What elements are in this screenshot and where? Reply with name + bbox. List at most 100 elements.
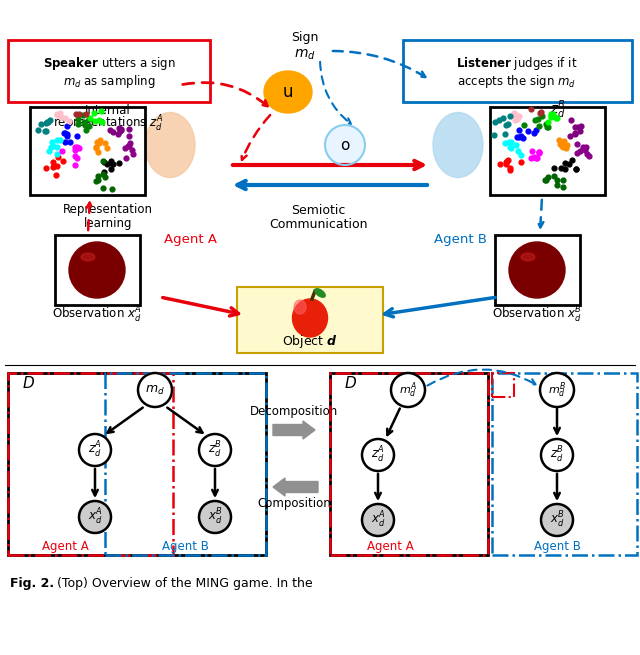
- Point: [81, 109, 91, 119]
- Bar: [55, 235, 140, 305]
- Text: Composition: Composition: [257, 496, 331, 510]
- Text: D: D: [22, 375, 34, 390]
- Text: o: o: [340, 138, 349, 153]
- Text: Observation $\boldsymbol{x_d^A}$: Observation $\boldsymbol{x_d^A}$: [52, 305, 142, 325]
- Point: [85, 113, 95, 123]
- Point: [72, 142, 82, 153]
- Point: [91, 142, 101, 153]
- Circle shape: [69, 242, 125, 298]
- Point: [121, 153, 131, 163]
- Point: [542, 122, 552, 132]
- Point: [124, 131, 134, 141]
- Text: $\mathbf{Speaker}$ utters a sign: $\mathbf{Speaker}$ utters a sign: [42, 56, 175, 73]
- Point: [92, 174, 102, 185]
- Point: [561, 143, 572, 153]
- Point: [102, 142, 113, 153]
- Point: [536, 107, 546, 118]
- Point: [116, 125, 127, 136]
- Point: [52, 109, 62, 120]
- Point: [529, 128, 539, 138]
- Point: [47, 137, 57, 147]
- Point: [531, 153, 541, 163]
- Point: [514, 132, 524, 142]
- Point: [47, 141, 58, 151]
- Point: [522, 125, 532, 136]
- Text: Agent A: Agent A: [163, 233, 216, 246]
- Point: [44, 146, 54, 157]
- Point: [51, 141, 61, 152]
- Point: [510, 111, 520, 122]
- Point: [543, 117, 553, 127]
- Point: [489, 130, 499, 140]
- Point: [52, 135, 62, 145]
- Point: [537, 111, 547, 121]
- Point: [575, 126, 585, 136]
- Text: representations $\boldsymbol{z_d^A}$: representations $\boldsymbol{z_d^A}$: [53, 114, 163, 134]
- FancyArrow shape: [273, 421, 315, 439]
- Point: [509, 108, 520, 119]
- Text: Representation: Representation: [63, 204, 153, 217]
- Point: [500, 138, 510, 148]
- Point: [58, 156, 68, 166]
- Text: Agent B: Agent B: [161, 540, 209, 553]
- Point: [72, 131, 83, 141]
- Point: [41, 126, 51, 136]
- Point: [113, 129, 124, 140]
- Text: Agent B: Agent B: [534, 540, 580, 553]
- FancyBboxPatch shape: [8, 40, 210, 102]
- Point: [516, 157, 526, 167]
- Text: u: u: [283, 83, 293, 101]
- Text: $x_d^B$: $x_d^B$: [207, 507, 223, 527]
- Point: [495, 159, 505, 169]
- Point: [59, 128, 69, 138]
- Point: [493, 115, 504, 125]
- Point: [571, 164, 581, 174]
- Point: [114, 157, 124, 168]
- Point: [547, 111, 557, 121]
- Point: [42, 117, 52, 128]
- Point: [60, 128, 70, 139]
- Text: learning: learning: [84, 217, 132, 229]
- Point: [551, 112, 561, 122]
- Point: [93, 147, 103, 158]
- Point: [95, 106, 106, 117]
- Point: [518, 120, 529, 130]
- Text: $m_d$: $m_d$: [145, 383, 165, 396]
- Bar: [8, 373, 266, 555]
- Circle shape: [138, 373, 172, 407]
- Text: $m_d^A$: $m_d^A$: [399, 380, 417, 400]
- Point: [79, 117, 90, 127]
- Text: $\boldsymbol{m_d}$: $\boldsymbol{m_d}$: [294, 48, 316, 62]
- Point: [513, 112, 524, 122]
- Point: [570, 129, 580, 140]
- Circle shape: [362, 504, 394, 536]
- Circle shape: [325, 125, 365, 165]
- Point: [60, 112, 70, 122]
- Point: [72, 153, 82, 164]
- Point: [502, 155, 512, 166]
- Point: [84, 121, 94, 132]
- Point: [45, 115, 56, 125]
- Text: $z_d^B$: $z_d^B$: [208, 440, 222, 460]
- Point: [92, 137, 102, 147]
- Bar: [105, 373, 266, 555]
- Text: Decomposition: Decomposition: [250, 405, 338, 419]
- Text: Communication: Communication: [269, 219, 367, 231]
- Point: [100, 172, 110, 182]
- Bar: [8, 373, 173, 555]
- Point: [115, 126, 125, 136]
- Point: [42, 117, 52, 128]
- Point: [541, 119, 552, 129]
- Ellipse shape: [521, 253, 535, 261]
- Point: [557, 174, 568, 185]
- Point: [62, 121, 72, 131]
- Point: [532, 153, 542, 164]
- Point: [124, 141, 134, 152]
- Text: (Top) Overview of the MING game. In the: (Top) Overview of the MING game. In the: [57, 576, 312, 590]
- Point: [514, 111, 524, 121]
- Point: [573, 122, 583, 132]
- Bar: [330, 373, 488, 555]
- Point: [70, 160, 81, 170]
- Point: [123, 140, 133, 151]
- Point: [89, 108, 99, 119]
